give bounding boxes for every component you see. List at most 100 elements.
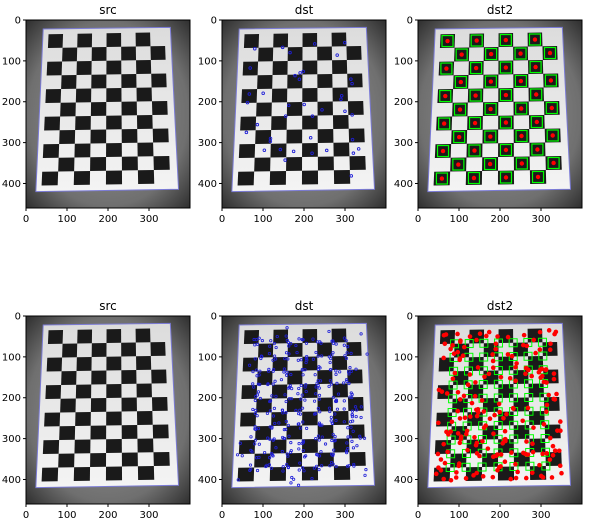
- corner-marker: [287, 434, 291, 438]
- board-square: [121, 101, 137, 116]
- detection-box: [479, 338, 489, 348]
- y-tick-label: 300: [394, 434, 413, 445]
- board-square: [47, 34, 64, 49]
- detection-dot: [458, 79, 464, 85]
- detection-box: [547, 156, 560, 170]
- board-square: [346, 342, 362, 357]
- detection-dot: [513, 378, 518, 384]
- corner-marker: [271, 358, 275, 362]
- corner-marker: [282, 428, 286, 432]
- corner-marker: [301, 420, 305, 424]
- detection-box: [537, 337, 547, 347]
- corner-marker: [297, 422, 301, 426]
- detection-box: [479, 352, 489, 362]
- corner-marker: [286, 340, 290, 344]
- board-square: [151, 369, 167, 384]
- y-tick-label: 200: [2, 97, 21, 108]
- corner-marker: [349, 391, 353, 395]
- corner-marker: [335, 53, 339, 57]
- board-square: [90, 453, 107, 468]
- detection-dot: [513, 475, 519, 481]
- detection-dot: [442, 341, 448, 347]
- corner-marker: [253, 438, 258, 442]
- board-square: [90, 157, 107, 172]
- corner-marker: [235, 453, 240, 457]
- y-tick-label: 400: [394, 179, 413, 190]
- corner-marker: [299, 358, 303, 362]
- detection-dot: [557, 463, 563, 469]
- detection-dot: [544, 402, 550, 408]
- detection-dot: [455, 431, 461, 436]
- corner-marker: [298, 71, 302, 75]
- board-square: [286, 129, 303, 144]
- corner-marker: [350, 81, 354, 86]
- dst-board-photo: [222, 20, 386, 208]
- detection-box: [452, 158, 465, 171]
- src-board-photo: [26, 20, 190, 208]
- corner-marker: [285, 370, 289, 374]
- corner-marker: [296, 358, 300, 362]
- corner-marker: [317, 386, 321, 390]
- corner-marker: [342, 407, 346, 411]
- board-square: [438, 357, 455, 372]
- corner-marker: [344, 378, 349, 382]
- corner-marker: [300, 393, 304, 397]
- corner-marker: [349, 425, 353, 429]
- detection-box: [493, 421, 503, 431]
- corner-marker: [271, 367, 276, 372]
- corner-marker: [317, 397, 321, 401]
- corner-marker: [269, 339, 273, 343]
- corner-marker: [273, 354, 277, 358]
- detection-box: [529, 60, 542, 74]
- board-square: [333, 438, 350, 453]
- detection-dot: [549, 105, 555, 111]
- corner-marker: [259, 354, 264, 358]
- board-square: [46, 357, 63, 372]
- detection-dot: [434, 471, 439, 477]
- corner-marker: [347, 464, 351, 468]
- corner-marker: [355, 444, 359, 448]
- corner-marker: [282, 370, 286, 374]
- board-square: [41, 467, 59, 482]
- detection-dot: [450, 343, 455, 348]
- board-square: [151, 100, 168, 115]
- corner-marker: [275, 334, 279, 339]
- corner-marker: [310, 477, 314, 481]
- detection-dot: [436, 420, 441, 426]
- corner-marker: [298, 461, 302, 465]
- corner-marker: [248, 463, 253, 467]
- detection-dot: [525, 405, 531, 411]
- x-tick-label: 100: [253, 510, 272, 521]
- detection-dot: [445, 449, 450, 455]
- detection-dot: [541, 422, 547, 427]
- x-tick-label: 0: [23, 510, 29, 521]
- detection-dot: [486, 329, 492, 335]
- corner-marker: [277, 421, 281, 425]
- detection-box: [515, 157, 528, 170]
- detection-dot: [461, 344, 467, 350]
- corner-marker: [283, 158, 287, 162]
- board-square: [106, 143, 122, 158]
- corner-marker: [362, 436, 367, 440]
- board-square: [121, 74, 137, 89]
- detection-box: [530, 115, 543, 129]
- corner-marker: [298, 412, 303, 416]
- y-tick-label: 0: [407, 16, 413, 27]
- corner-marker: [331, 453, 335, 458]
- corner-marker: [327, 384, 331, 388]
- detection-box: [525, 461, 535, 471]
- corner-marker: [348, 395, 352, 399]
- corner-marker: [352, 462, 356, 467]
- detection-dot: [467, 334, 473, 339]
- detection-dot: [439, 176, 445, 181]
- corner-marker: [254, 338, 258, 342]
- y-tick-label: 400: [394, 475, 413, 486]
- detection-dot: [529, 373, 534, 379]
- board-square: [255, 130, 272, 145]
- detection-dot: [551, 160, 556, 166]
- detection-box: [514, 47, 527, 60]
- detection-box: [461, 462, 471, 472]
- corner-marker: [288, 50, 292, 55]
- board-square: [136, 87, 152, 102]
- detection-box: [493, 379, 503, 389]
